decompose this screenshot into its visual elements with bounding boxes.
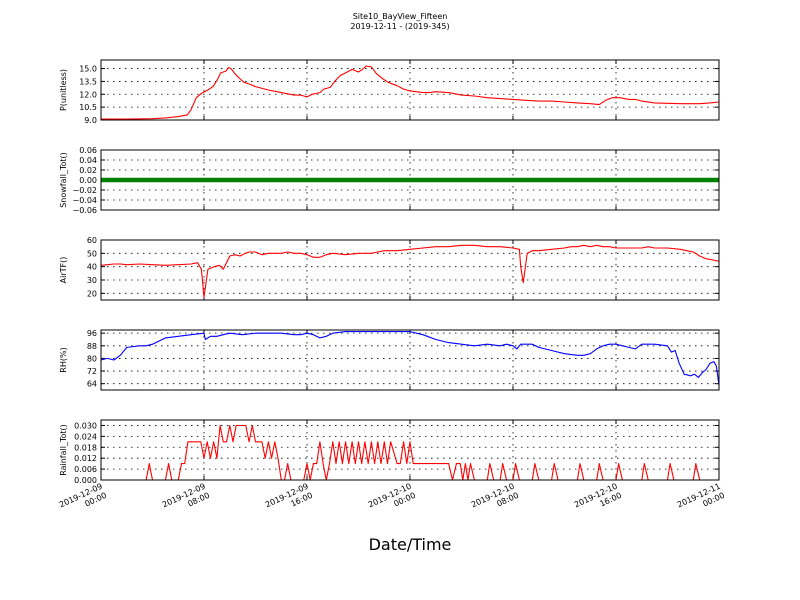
panel-3-ytick-label: 20	[87, 289, 97, 298]
panel-4-series-line	[100, 331, 720, 386]
panel-2-ytick-label: −0.04	[72, 196, 97, 205]
x-tick-label: 2019-12-0916:00	[264, 482, 314, 519]
panel-2-ytick-label: 0.04	[79, 156, 97, 165]
panel-3-ytick-label: 40	[87, 263, 97, 272]
panel-5-series-line	[101, 424, 719, 481]
panel-3-series-line	[100, 244, 720, 298]
panel-3-ytick-label: 50	[87, 249, 97, 258]
panel-1-ytick-label: 13.5	[79, 77, 97, 86]
panel-2-ytick-label: 0.00	[79, 176, 97, 185]
chart-title-line1: Site10_BayView_Fifteen	[353, 12, 448, 21]
panel-3-ytick-label: 60	[87, 236, 97, 245]
panel-2-ytick-label: 0.02	[79, 166, 97, 175]
panel-1-ytick-label: 12.0	[79, 90, 97, 99]
panel-5-ytick-label: 0.024	[74, 432, 97, 441]
panel-4-ytick-label: 64	[87, 380, 97, 389]
panel-2-ylabel: Snowfall_Tot()	[59, 152, 68, 208]
panel-1-ytick-label: 9.0	[84, 116, 97, 125]
panel-5-ytick-label: 0.012	[74, 454, 97, 463]
x-tick-label: 2019-12-1000:00	[367, 482, 417, 519]
panel-2-frame	[100, 149, 720, 211]
panel-5-frame	[100, 419, 720, 481]
panel-3: 20 30 40 50 60 AirTF()	[59, 236, 720, 301]
x-tick-label: 2019-12-0908:00	[161, 482, 211, 519]
chart-title-line2: 2019-12-11 - (2019-345)	[350, 22, 449, 31]
panel-4: 64 72 80 88 96 RH(%)	[59, 329, 720, 391]
x-tick-label: 2019-12-1100:00	[676, 482, 726, 519]
panel-4-ytick-label: 80	[87, 354, 97, 363]
panel-2: −0.06−0.04−0.020.000.020.040.06 Snowfall_…	[59, 146, 720, 215]
panel-1-ytick-label: 10.5	[79, 103, 97, 112]
panel-4-frame	[100, 329, 720, 391]
panel-2-ytick-label: −0.06	[72, 206, 97, 215]
x-axis: 2019-12-0900:00 2019-12-0908:00 2019-12-09…	[58, 482, 726, 519]
x-tick-label: 2019-12-1008:00	[470, 482, 520, 519]
chart-panels: 9.0 10.5 12.0 13.5 15.0 P(unitless) −0.06−0.04…	[59, 59, 720, 485]
panel-5-ytick-label: 0.006	[74, 465, 97, 474]
panel-5-ytick-label: 0.000	[74, 476, 97, 485]
panel-2-ytick-label: −0.02	[72, 186, 97, 195]
x-tick-label: 2019-12-1016:00	[573, 482, 623, 519]
panel-3-frame	[100, 239, 720, 301]
panel-4-ytick-label: 88	[87, 342, 97, 351]
panel-1: 9.0 10.5 12.0 13.5 15.0 P(unitless)	[59, 59, 720, 125]
panel-4-ytick-label: 96	[87, 329, 97, 338]
panel-5-ytick-label: 0.018	[74, 443, 97, 452]
x-axis-label: Date/Time	[369, 535, 452, 554]
panel-3-ylabel: AirTF()	[59, 257, 68, 284]
x-tick-label: 2019-12-0900:00	[58, 482, 108, 519]
panel-4-ytick-label: 72	[87, 367, 97, 376]
panel-5-ytick-label: 0.030	[74, 421, 97, 430]
panel-4-ylabel: RH(%)	[59, 347, 68, 372]
panel-5: 0.000 0.006 0.012 0.018 0.024 0.030 Rainfall_T…	[59, 419, 720, 485]
panel-1-ylabel: P(unitless)	[59, 69, 68, 111]
panel-1-frame	[100, 59, 720, 121]
panel-3-ytick-label: 30	[87, 276, 97, 285]
panel-1-series-line	[101, 65, 720, 120]
panel-2-ytick-label: 0.06	[79, 146, 97, 155]
panel-1-ytick-label: 15.0	[79, 65, 97, 74]
panel-5-ylabel: Rainfall_Tot()	[59, 424, 68, 476]
